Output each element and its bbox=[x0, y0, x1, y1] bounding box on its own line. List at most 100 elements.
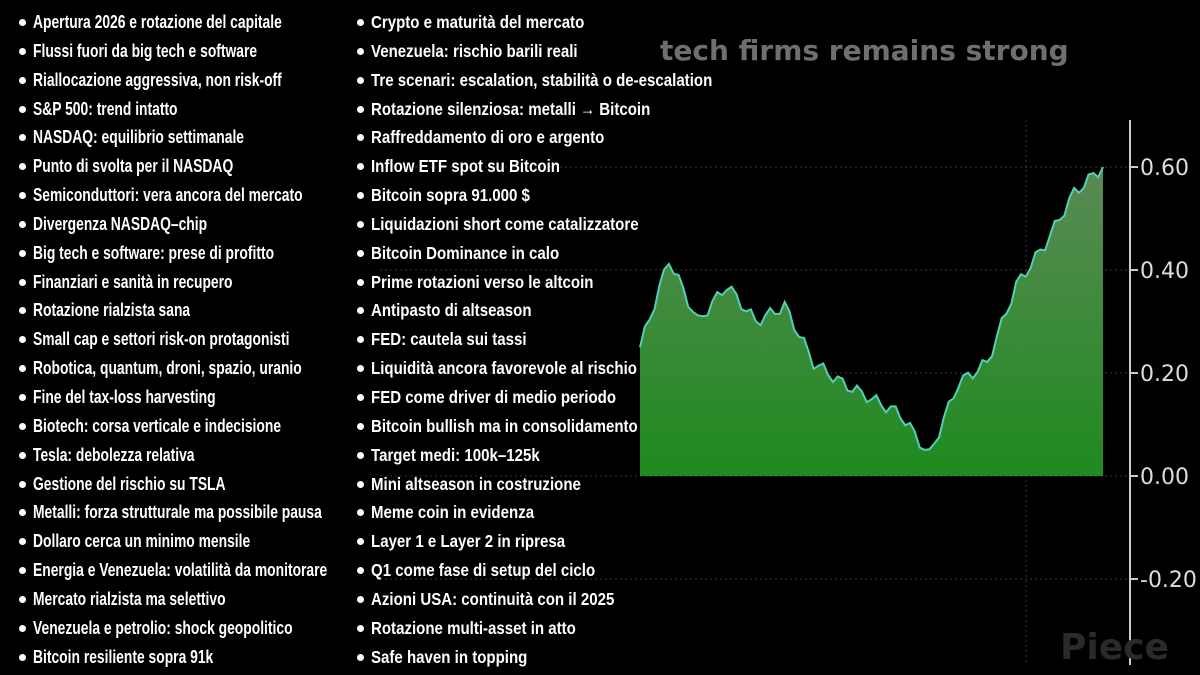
list-item-text: Safe haven in topping bbox=[371, 646, 528, 667]
bullet-icon bbox=[19, 336, 26, 344]
list-item-text: Target medi: 100k–125k bbox=[371, 444, 540, 465]
list-item-text: Rotazione silenziosa: metalli → Bitcoin bbox=[371, 98, 651, 119]
list-item-text: S&P 500: trend intatto bbox=[33, 98, 178, 119]
list-item-text: Inflow ETF spot su Bitcoin bbox=[371, 156, 560, 177]
list-item-text: Divergenza NASDAQ–chip bbox=[33, 213, 208, 234]
list-item-text: Antipasto di altseason bbox=[371, 300, 532, 321]
list-item-text: Gestione del rischio su TSLA bbox=[33, 473, 226, 494]
bullet-icon bbox=[19, 653, 26, 661]
list-item-text: Mercato rialzista ma selettivo bbox=[33, 588, 226, 609]
bullet-icon bbox=[357, 163, 364, 171]
bullet-icon bbox=[357, 220, 364, 228]
background-word: Piece bbox=[1060, 627, 1169, 668]
bullet-icon bbox=[357, 653, 364, 661]
bullet-icon bbox=[19, 567, 26, 575]
list-item-text: Mini altseason in costruzione bbox=[371, 473, 581, 494]
list-item-text: Venezuela: rischio barili reali bbox=[371, 40, 578, 61]
list-item-text: Robotica, quantum, droni, spazio, uranio bbox=[33, 358, 302, 379]
list-item-text: Liquidazioni short come catalizzatore bbox=[371, 213, 639, 234]
list-item-text: Semiconduttori: vera ancora del mercato bbox=[33, 185, 303, 206]
bullet-icon bbox=[357, 538, 364, 546]
bullet-icon bbox=[357, 422, 364, 430]
list-item-text: Azioni USA: continuità con il 2025 bbox=[371, 588, 615, 609]
bullet-icon bbox=[357, 336, 364, 344]
bullet-icon bbox=[19, 249, 26, 257]
bullet-icon bbox=[357, 365, 364, 373]
bullet-icon bbox=[19, 192, 26, 200]
bullet-icon bbox=[19, 47, 26, 55]
list-item-text: NASDAQ: equilibrio settimanale bbox=[33, 127, 245, 148]
bullet-icon bbox=[19, 624, 26, 632]
list-item-text: FED come driver di medio periodo bbox=[371, 386, 617, 407]
bullet-icon bbox=[357, 278, 364, 286]
bullet-icon bbox=[357, 595, 364, 603]
list-item-text: Dollaro cerca un minimo mensile bbox=[33, 531, 251, 552]
list-item-text: Apertura 2026 e rotazione del capitale bbox=[33, 12, 282, 32]
y-tick-label: 0.20 bbox=[1140, 362, 1189, 387]
list-item-text: Biotech: corsa verticale e indecisione bbox=[33, 415, 282, 436]
bullet-icon bbox=[357, 105, 364, 113]
list-item-text: Bitcoin bullish ma in consolidamento bbox=[371, 415, 638, 436]
list-item-text: Q1 come fase di setup del ciclo bbox=[371, 560, 596, 581]
chart-line bbox=[639, 166, 1104, 451]
list-item-text: Bitcoin Dominance in calo bbox=[371, 242, 560, 263]
bullet-icon bbox=[19, 509, 26, 517]
bullet-icon bbox=[19, 595, 26, 603]
list-item-text: Big tech e software: prese di profitto bbox=[33, 242, 275, 263]
bullet-icon bbox=[357, 47, 364, 55]
list-item-text: Finanziari e sanità in recupero bbox=[33, 271, 233, 292]
bullet-icon bbox=[19, 393, 26, 401]
list-item-text: Punto di svolta per il NASDAQ bbox=[33, 156, 234, 177]
bullet-icon bbox=[357, 451, 364, 459]
list-item-text: Meme coin in evidenza bbox=[371, 502, 535, 523]
list-item-text: Rotazione rialzista sana bbox=[33, 300, 191, 321]
list-item-text: Bitcoin sopra 91.000 $ bbox=[371, 185, 530, 206]
bullet-icon bbox=[357, 192, 364, 200]
list-item-text: Venezuela e petrolio: shock geopolitico bbox=[33, 617, 293, 638]
bullet-icon bbox=[19, 307, 26, 315]
list-item-text: Riallocazione aggressiva, non risk-off bbox=[33, 69, 282, 90]
y-tick-label: -0.20 bbox=[1140, 568, 1197, 593]
list-item-text: Layer 1 e Layer 2 in ripresa bbox=[371, 531, 566, 552]
bullet-icon bbox=[357, 624, 364, 632]
bullet-icon bbox=[19, 538, 26, 546]
chart-area bbox=[640, 167, 1103, 476]
list-item-text: Prime rotazioni verso le altcoin bbox=[371, 271, 594, 292]
list-item-text: Bitcoin resiliente sopra 91k bbox=[33, 646, 214, 667]
bullet-icon bbox=[357, 567, 364, 575]
list-item-text: FED: cautela sui tassi bbox=[371, 329, 527, 350]
bullet-icon bbox=[357, 19, 364, 26]
bullet-icon bbox=[357, 307, 364, 315]
bullet-icon bbox=[19, 220, 26, 228]
list-item-text: Flussi fuori da big tech e software bbox=[33, 40, 258, 61]
bullet-icon bbox=[19, 105, 26, 113]
list-item-text: Small cap e settori risk-on protagonisti bbox=[33, 329, 290, 350]
y-tick-label: 0.60 bbox=[1140, 156, 1189, 181]
bullet-icon bbox=[19, 19, 26, 26]
bullet-icon bbox=[19, 278, 26, 286]
bullet-icon bbox=[19, 365, 26, 373]
background-chart-title: tech firms remains strong bbox=[660, 34, 1069, 67]
bullet-icon bbox=[19, 480, 26, 488]
bullet-icon bbox=[19, 76, 26, 84]
y-tick-label: 0.40 bbox=[1140, 259, 1189, 284]
bullet-icon bbox=[19, 422, 26, 430]
bullet-icon bbox=[19, 134, 26, 142]
list-item-text: Rotazione multi-asset in atto bbox=[371, 617, 576, 638]
list-item-text: Crypto e maturità del mercato bbox=[371, 12, 585, 32]
bullet-icon bbox=[357, 134, 364, 142]
list-item-text: Liquidità ancora favorevole al rischio bbox=[371, 358, 637, 379]
bullet-icon bbox=[19, 451, 26, 459]
bullet-icon bbox=[19, 163, 26, 171]
list-item-text: Fine del tax-loss harvesting bbox=[33, 386, 216, 407]
y-tick-label: 0.00 bbox=[1140, 465, 1189, 490]
list-item-text: Energia e Venezuela: volatilità da monit… bbox=[33, 560, 328, 581]
list-item-text: Raffreddamento di oro e argento bbox=[371, 127, 605, 148]
list-item-text: Tesla: debolezza relativa bbox=[33, 444, 195, 465]
bullet-icon bbox=[357, 76, 364, 84]
bullet-icon bbox=[357, 393, 364, 401]
list-item-text: Tre scenari: escalation, stabilità o de-… bbox=[371, 69, 713, 90]
bullet-icon bbox=[357, 509, 364, 517]
bullet-icon bbox=[357, 249, 364, 257]
